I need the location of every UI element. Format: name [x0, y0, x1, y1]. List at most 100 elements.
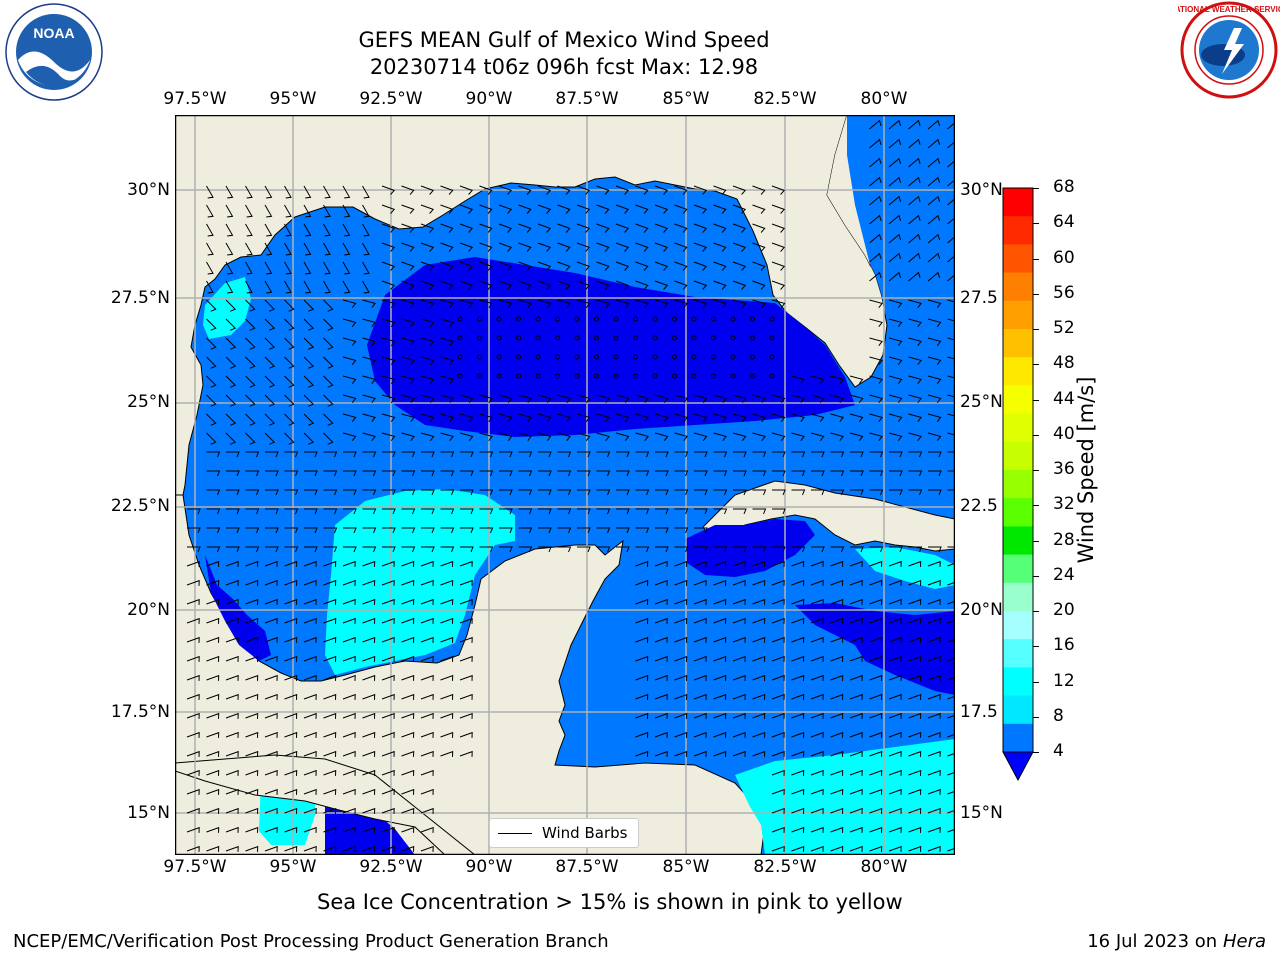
wind-barb [947, 600, 955, 605]
wind-barb [342, 223, 351, 237]
wind-barb [674, 394, 688, 404]
wind-barb [752, 204, 766, 214]
wind-barb [284, 731, 298, 738]
wind-barb [850, 451, 864, 458]
wind-barb [947, 752, 955, 757]
wind-barb [460, 489, 474, 496]
wind-barb [674, 261, 688, 271]
colorbar-tick-mark [1033, 293, 1039, 295]
wind-barb [303, 394, 315, 407]
wind-barb [206, 655, 220, 662]
calm-wind-marker [574, 354, 580, 360]
wind-barb [225, 598, 239, 605]
wind-barb [908, 489, 923, 496]
colorbar-tick-label: 12 [1053, 670, 1075, 691]
wind-barb [342, 731, 356, 738]
wind-barb [342, 375, 357, 385]
colorbar-tick-mark [1033, 470, 1039, 471]
wind-barb [245, 508, 260, 515]
wind-barb [713, 693, 727, 700]
nws-logo: NATIONAL WEATHER SERVICE [1178, 1, 1280, 99]
wind-barb [674, 451, 689, 458]
wind-barb [284, 579, 298, 586]
wind-barb [420, 674, 434, 681]
wind-barb [362, 636, 376, 643]
wind-barb [245, 261, 253, 275]
wind-barb [323, 598, 337, 605]
wind-barb [362, 318, 376, 328]
wind-barb [303, 261, 312, 275]
wind-barb [577, 508, 591, 515]
wind-barb [401, 508, 416, 515]
wind-barb [830, 826, 844, 833]
calm-wind-marker [672, 373, 677, 379]
wind-barb [284, 394, 295, 407]
wind-barb [206, 470, 221, 477]
wind-barb [927, 826, 941, 833]
wind-barb [674, 223, 688, 233]
wind-barb [225, 261, 234, 275]
wind-barb [186, 769, 200, 776]
wind-barb [225, 242, 234, 256]
wind-barb [284, 693, 298, 700]
wind-barb [362, 546, 377, 553]
colorbar-segment [1003, 526, 1033, 556]
lat-tick-left: 25°N [127, 392, 170, 412]
wind-barb [303, 693, 317, 700]
calm-wind-marker [496, 373, 502, 379]
wind-barb [771, 807, 785, 814]
wind-barb [343, 508, 357, 515]
wind-barb [206, 242, 214, 256]
wind-barb [655, 546, 669, 553]
lon-tick-bottom: 95°W [269, 857, 317, 877]
wind-barb [381, 655, 395, 662]
wind-barb [362, 451, 377, 458]
wind-barb [186, 560, 200, 567]
wind-barb [342, 845, 356, 852]
wind-barb [869, 394, 883, 404]
wind-barb [693, 579, 707, 586]
wind-barb [323, 845, 337, 852]
wind-barb [752, 617, 766, 624]
wind-barb [752, 394, 766, 404]
wind-barb [635, 280, 649, 290]
wind-barb [264, 261, 273, 275]
calm-wind-marker [516, 316, 521, 322]
wind-barb [420, 579, 434, 586]
wind-barb [635, 617, 649, 624]
calm-wind-marker [516, 335, 521, 341]
wind-barb [752, 242, 766, 252]
lat-tick-right: 20°N [960, 600, 1003, 620]
wind-barb [888, 413, 903, 423]
wind-barb [849, 655, 863, 662]
wind-barb [421, 451, 435, 458]
wind-barb [362, 489, 377, 496]
wind-barb [928, 489, 942, 496]
wind-barb [752, 655, 766, 662]
lon-tick-top: 82.5°W [753, 89, 817, 109]
wind-barb [323, 769, 337, 776]
wind-barb [479, 185, 493, 195]
calm-wind-marker [477, 335, 482, 341]
wind-barb [869, 356, 883, 366]
wind-barb [635, 185, 649, 195]
wind-barb [382, 451, 396, 458]
wind-barb [869, 451, 884, 458]
wind-barbs [186, 119, 955, 852]
wind-barb [206, 674, 220, 681]
wind-barb [304, 451, 318, 458]
wind-barb [323, 508, 338, 515]
wind-barb [771, 712, 785, 719]
wind-barb [264, 693, 278, 700]
lon-tick-bottom: 80°W [860, 857, 908, 877]
wind-barb [303, 356, 315, 369]
colorbar-tick-mark [1033, 575, 1039, 577]
wind-barb [225, 674, 239, 681]
wind-barb [440, 731, 454, 738]
calm-wind-marker [672, 335, 677, 341]
wind-barb [440, 693, 454, 700]
wind-barb [674, 204, 688, 214]
wind-barb [674, 750, 688, 757]
wind-barb [342, 318, 357, 328]
wind-barb [674, 546, 689, 553]
